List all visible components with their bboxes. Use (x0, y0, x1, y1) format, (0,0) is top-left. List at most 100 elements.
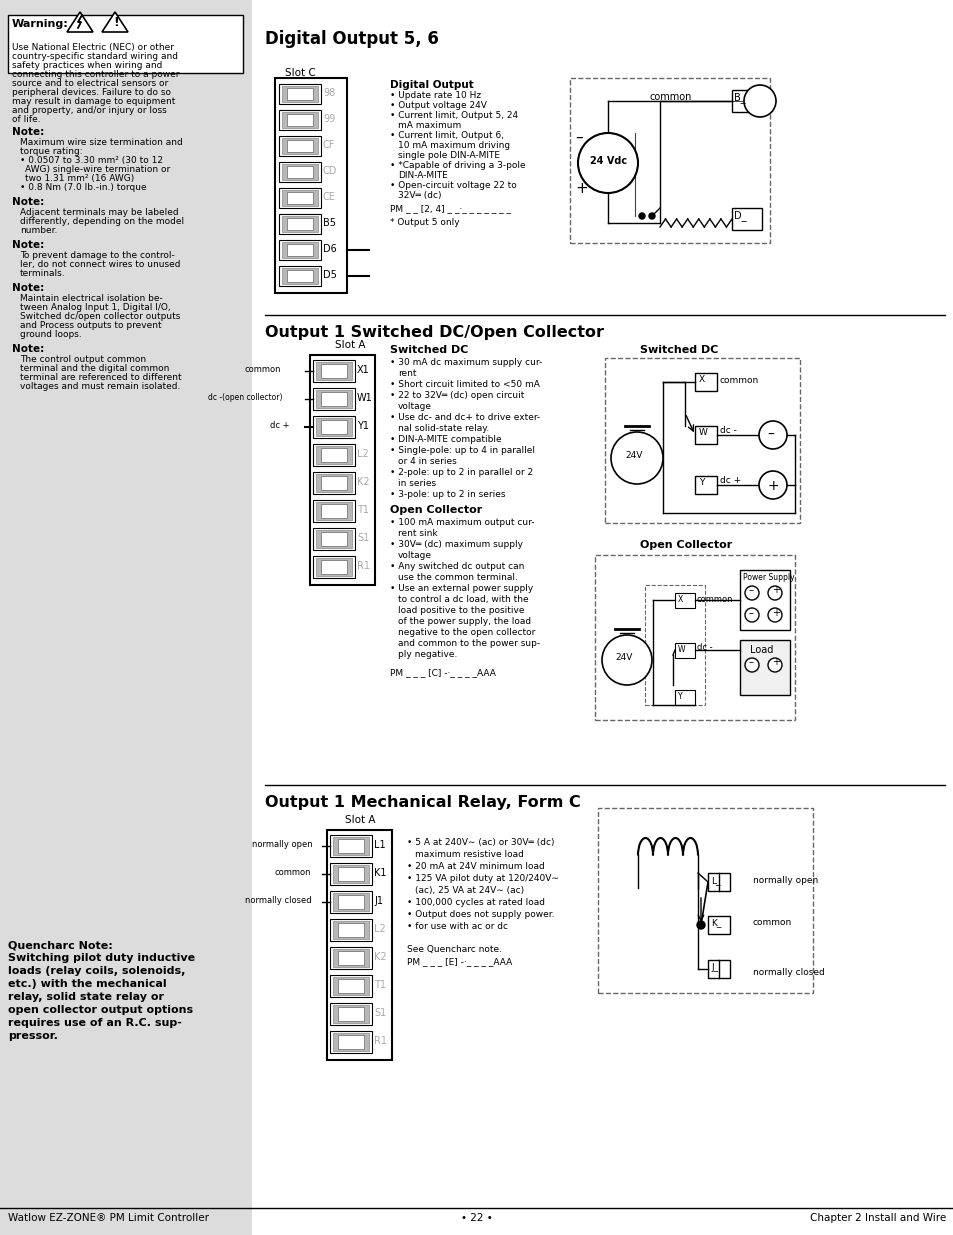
Text: 98: 98 (323, 88, 335, 98)
Text: and common to the power sup-: and common to the power sup- (397, 638, 539, 648)
Text: Output 1 Switched DC/Open Collector: Output 1 Switched DC/Open Collector (265, 325, 603, 340)
Text: –: – (748, 608, 753, 618)
Text: 24V: 24V (615, 653, 632, 662)
Bar (333, 921, 369, 939)
Text: • Current limit, Output 5, 24: • Current limit, Output 5, 24 (390, 111, 517, 120)
Bar (731, 90, 761, 112)
Text: !: ! (112, 16, 118, 28)
Text: B5: B5 (323, 219, 335, 228)
Text: Note:: Note: (12, 127, 44, 137)
Text: –: – (766, 429, 773, 442)
Text: R1: R1 (356, 561, 370, 571)
Text: • 125 VA pilot duty at 120/240V∼: • 125 VA pilot duty at 120/240V∼ (407, 874, 558, 883)
Bar (282, 242, 317, 258)
Text: connecting this controller to a power: connecting this controller to a power (12, 70, 179, 79)
Polygon shape (102, 12, 128, 32)
Text: normally open: normally open (252, 840, 313, 848)
Bar (315, 362, 352, 380)
Bar (333, 864, 369, 883)
Bar (330, 919, 372, 941)
Bar (282, 268, 317, 284)
Text: • 5 A at 240V∼ (ac) or 30V═ (dc): • 5 A at 240V∼ (ac) or 30V═ (dc) (407, 839, 554, 847)
Text: voltage: voltage (397, 403, 432, 411)
Text: voltage: voltage (397, 551, 432, 559)
Bar (287, 245, 313, 256)
Bar (313, 388, 355, 410)
Bar (287, 88, 313, 100)
Text: Y1: Y1 (356, 421, 369, 431)
Bar (313, 445, 355, 466)
Bar (333, 977, 369, 995)
Text: Warning:: Warning: (12, 19, 69, 28)
Bar (337, 979, 364, 993)
Text: rent sink: rent sink (397, 529, 437, 538)
Text: • 3-pole: up to 2 in series: • 3-pole: up to 2 in series (390, 490, 505, 499)
Text: Power Supply: Power Supply (742, 573, 794, 582)
Bar (675, 593, 695, 608)
Bar (278, 136, 320, 156)
Bar (320, 559, 347, 574)
Text: B_: B_ (733, 91, 745, 103)
Bar (337, 895, 364, 909)
Bar (330, 1031, 372, 1053)
Text: • 30V═ (dc) maximum supply: • 30V═ (dc) maximum supply (390, 540, 522, 550)
Bar (313, 500, 355, 522)
Text: CD: CD (323, 165, 337, 177)
Bar (320, 504, 347, 517)
Bar (337, 951, 364, 965)
Text: 24 Vdc: 24 Vdc (589, 156, 626, 165)
Text: • Single-pole: up to 4 in parallel: • Single-pole: up to 4 in parallel (390, 446, 535, 454)
Text: • 30 mA dc maximum supply cur-: • 30 mA dc maximum supply cur- (390, 358, 541, 367)
Bar (320, 364, 347, 378)
Bar (330, 947, 372, 969)
Text: country-specific standard wiring and: country-specific standard wiring and (12, 52, 178, 61)
Bar (282, 86, 317, 103)
Bar (598, 808, 812, 993)
Text: relay, solid state relay or: relay, solid state relay or (8, 992, 164, 1002)
Text: R1: R1 (374, 1036, 387, 1046)
Bar (287, 270, 313, 282)
Text: dc -: dc - (720, 426, 736, 435)
Text: Slot A: Slot A (345, 815, 375, 825)
Circle shape (759, 471, 786, 499)
Text: Note:: Note: (12, 198, 44, 207)
Text: –: – (575, 130, 582, 144)
Bar (278, 110, 320, 130)
Text: • 0.0507 to 3.30 mm² (30 to 12: • 0.0507 to 3.30 mm² (30 to 12 (20, 156, 163, 165)
Bar (310, 354, 375, 585)
Bar (337, 839, 364, 853)
Text: • for use with ac or dc: • for use with ac or dc (407, 923, 507, 931)
Bar (313, 359, 355, 382)
Text: voltages and must remain isolated.: voltages and must remain isolated. (20, 382, 180, 391)
Text: Switched DC: Switched DC (639, 345, 718, 354)
Bar (287, 165, 313, 178)
Circle shape (639, 212, 644, 219)
Text: S1: S1 (374, 1008, 386, 1018)
Text: Y: Y (699, 478, 703, 487)
Bar (330, 1003, 372, 1025)
Text: normally closed: normally closed (752, 968, 824, 977)
Text: Load: Load (749, 645, 773, 655)
Bar (287, 219, 313, 230)
Text: –: – (748, 657, 753, 667)
Text: rent: rent (397, 369, 416, 378)
Text: • Current limit, Output 6,: • Current limit, Output 6, (390, 131, 503, 140)
Text: 32V═ (dc): 32V═ (dc) (397, 191, 441, 200)
Text: use the common terminal.: use the common terminal. (397, 573, 517, 582)
Text: common: common (720, 375, 759, 385)
Bar (333, 1005, 369, 1023)
Text: dc +: dc + (720, 475, 740, 485)
Text: S1: S1 (356, 534, 369, 543)
Bar (337, 1007, 364, 1021)
Bar (320, 532, 347, 546)
Text: K2: K2 (356, 477, 369, 487)
Bar (333, 837, 369, 855)
Text: Adjacent terminals may be labeled: Adjacent terminals may be labeled (20, 207, 178, 217)
Bar (287, 191, 313, 204)
Text: K_: K_ (710, 918, 720, 927)
Text: Slot A: Slot A (335, 340, 365, 350)
Bar (313, 472, 355, 494)
Bar (315, 501, 352, 520)
Text: PM _ _ _ [C] -·_ _ _ _AAA: PM _ _ _ [C] -·_ _ _ _AAA (390, 668, 496, 677)
Bar (327, 830, 392, 1060)
